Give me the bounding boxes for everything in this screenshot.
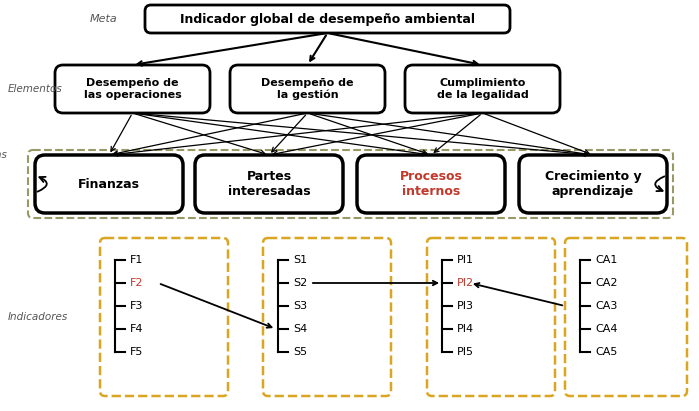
FancyBboxPatch shape: [519, 155, 667, 213]
Text: CA2: CA2: [595, 278, 617, 288]
Text: S5: S5: [293, 347, 307, 357]
Text: Finanzas: Finanzas: [78, 178, 140, 191]
Text: Desempeño de
las operaciones: Desempeño de las operaciones: [84, 78, 181, 100]
FancyBboxPatch shape: [35, 155, 183, 213]
Text: CA3: CA3: [595, 301, 617, 311]
Text: F1: F1: [130, 255, 143, 265]
Text: Partes
interesadas: Partes interesadas: [228, 170, 310, 198]
FancyBboxPatch shape: [357, 155, 505, 213]
Text: CA4: CA4: [595, 324, 617, 334]
FancyBboxPatch shape: [145, 5, 510, 33]
Text: Procesos
internos: Procesos internos: [400, 170, 463, 198]
Text: Desempeño de
la gestión: Desempeño de la gestión: [261, 78, 354, 100]
Text: PI1: PI1: [457, 255, 474, 265]
Text: Meta: Meta: [90, 14, 117, 24]
Text: Indicador global de desempeño ambiental: Indicador global de desempeño ambiental: [180, 12, 475, 25]
Text: F3: F3: [130, 301, 143, 311]
FancyBboxPatch shape: [230, 65, 385, 113]
Text: F4: F4: [130, 324, 143, 334]
FancyBboxPatch shape: [55, 65, 210, 113]
Text: F2: F2: [130, 278, 143, 288]
Text: CA1: CA1: [595, 255, 617, 265]
Text: PI2: PI2: [457, 278, 474, 288]
Text: F5: F5: [130, 347, 143, 357]
Text: Elementos: Elementos: [8, 84, 63, 94]
Text: Indicadores: Indicadores: [8, 312, 69, 322]
FancyBboxPatch shape: [195, 155, 343, 213]
Text: PI3: PI3: [457, 301, 474, 311]
Text: CA5: CA5: [595, 347, 617, 357]
Text: S4: S4: [293, 324, 308, 334]
Text: PI4: PI4: [457, 324, 474, 334]
Text: Crecimiento y
aprendizaje: Crecimiento y aprendizaje: [545, 170, 641, 198]
Text: PI5: PI5: [457, 347, 474, 357]
Text: S1: S1: [293, 255, 307, 265]
Text: Perspectivas: Perspectivas: [0, 150, 8, 160]
Text: S2: S2: [293, 278, 308, 288]
Text: S3: S3: [293, 301, 307, 311]
FancyBboxPatch shape: [405, 65, 560, 113]
Text: Cumplimiento
de la legalidad: Cumplimiento de la legalidad: [437, 78, 528, 100]
